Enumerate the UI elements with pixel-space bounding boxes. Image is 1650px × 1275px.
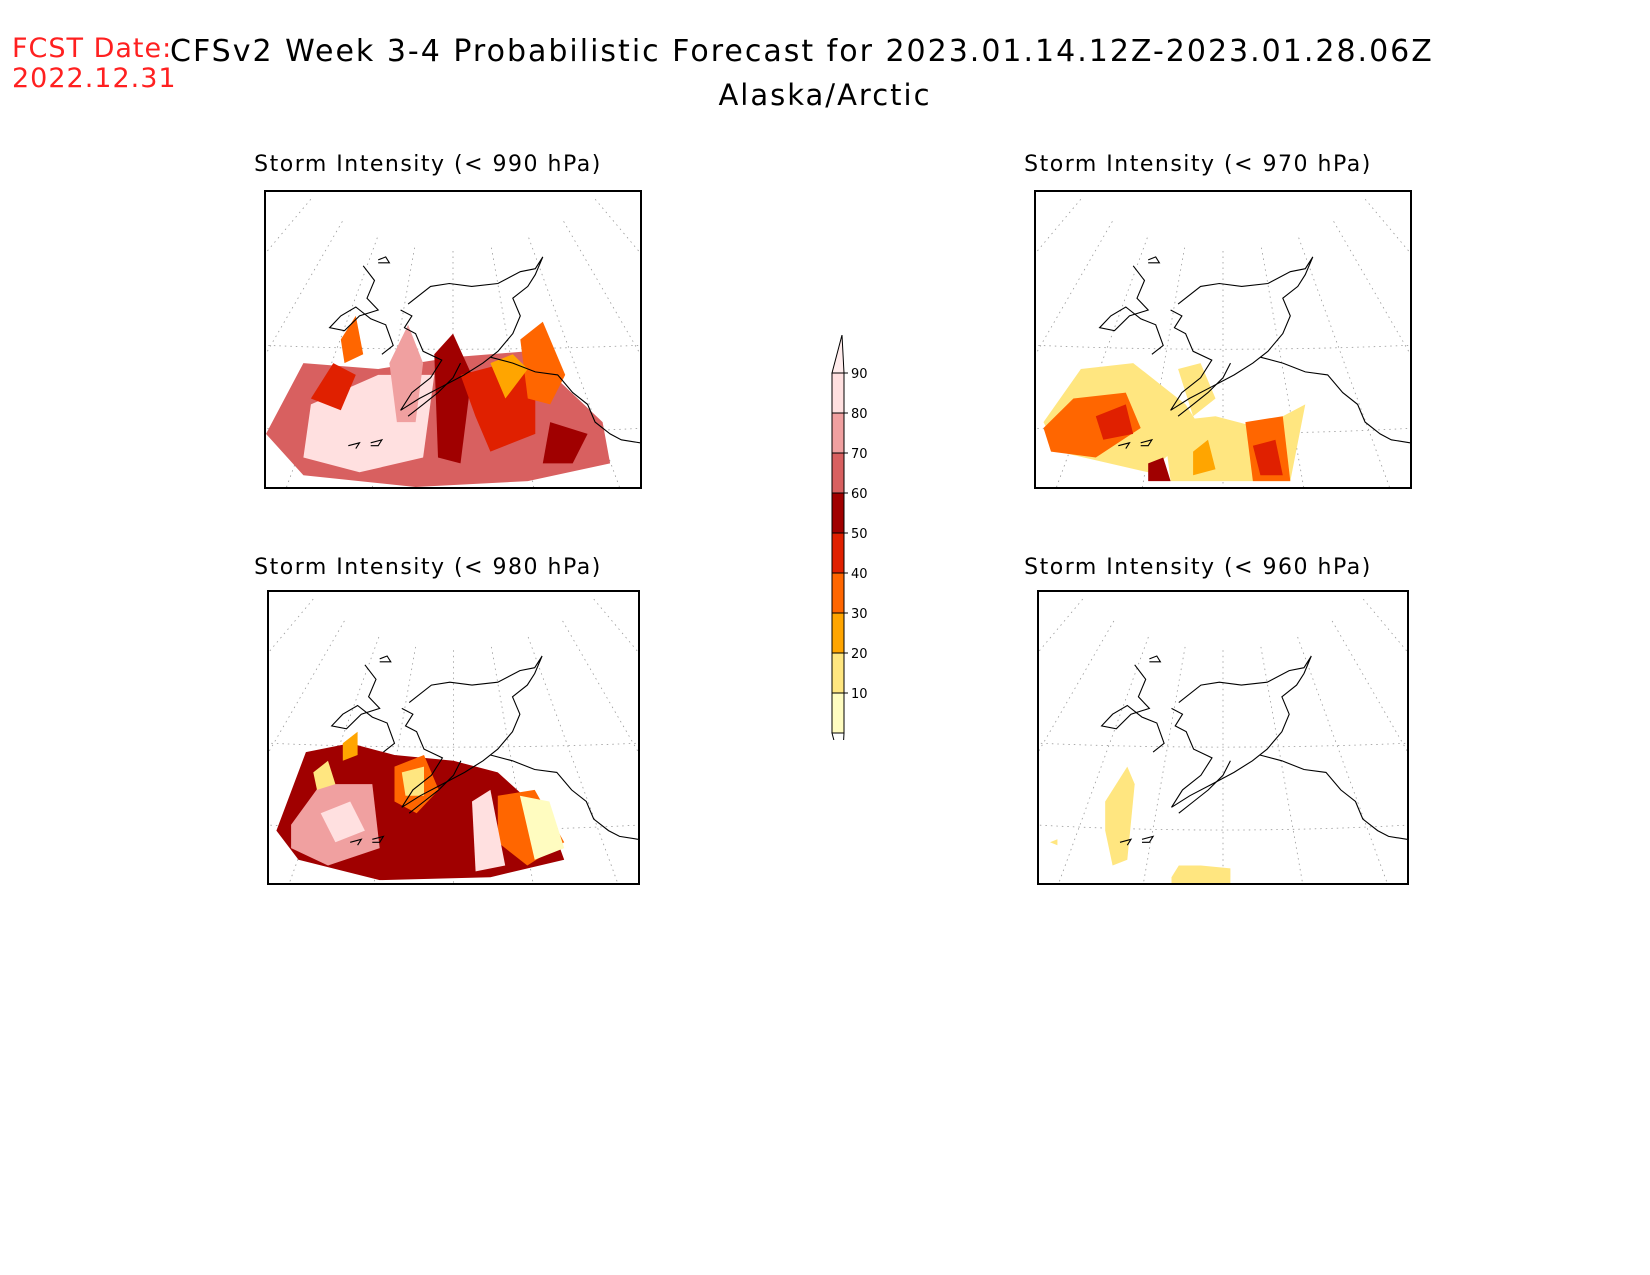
probability-contour bbox=[389, 324, 424, 423]
panel-title-990: Storm Intensity (< 990 hPa) bbox=[254, 152, 602, 177]
colorbar-tick-label: 90 bbox=[851, 367, 868, 382]
colorbar-swatch bbox=[832, 373, 844, 413]
probability-contour bbox=[401, 766, 424, 796]
graticule bbox=[1039, 598, 1407, 883]
colorbar-swatch bbox=[832, 533, 844, 573]
coastline bbox=[328, 256, 640, 449]
coastline bbox=[330, 655, 638, 846]
colorbar: 10 20 30 40 50 60 70 80 90 bbox=[822, 334, 902, 772]
probability-contour bbox=[519, 795, 565, 860]
probability-contour bbox=[520, 321, 566, 405]
probability-contour bbox=[1252, 439, 1283, 476]
map-panel-980 bbox=[267, 590, 640, 885]
colorbar-tick-label: 50 bbox=[851, 527, 868, 542]
probability-fill bbox=[1043, 363, 1306, 482]
colorbar-swatch bbox=[832, 693, 844, 733]
colorbar-top-cap bbox=[831, 334, 845, 374]
coastline bbox=[1098, 256, 1410, 449]
probability-contour bbox=[472, 789, 506, 872]
colorbar-swatch bbox=[832, 653, 844, 693]
probability-contour bbox=[434, 333, 472, 464]
forecast-date-block: FCST Date: 2022.12.31 bbox=[12, 34, 177, 94]
colorbar-tick-label: 40 bbox=[851, 567, 868, 582]
map-panel-960 bbox=[1037, 590, 1409, 885]
colorbar-tick-label: 20 bbox=[851, 647, 868, 662]
probability-contour bbox=[313, 760, 336, 790]
colorbar-tick-label: 10 bbox=[851, 687, 868, 702]
graticule bbox=[269, 598, 638, 883]
colorbar-tick-label: 60 bbox=[851, 487, 868, 502]
probability-contour bbox=[542, 422, 588, 464]
probability-contour bbox=[310, 363, 356, 411]
colorbar-swatch bbox=[832, 613, 844, 653]
page-title: CFSv2 Week 3-4 Probabilistic Forecast fo… bbox=[170, 34, 1434, 69]
colorbar-tick-label: 70 bbox=[851, 447, 868, 462]
colorbar-tick-label: 80 bbox=[851, 407, 868, 422]
probability-contour bbox=[1148, 457, 1171, 482]
probability-contour bbox=[460, 363, 536, 452]
probability-contour bbox=[320, 801, 365, 843]
probability-contour bbox=[342, 731, 358, 761]
colorbar-swatch bbox=[832, 493, 844, 533]
coastline bbox=[1100, 655, 1407, 846]
probability-contour bbox=[1050, 839, 1058, 846]
probability-contour bbox=[1105, 766, 1135, 866]
probability-contour bbox=[1095, 404, 1134, 440]
fcst-label: FCST Date: bbox=[12, 33, 173, 64]
fcst-date: 2022.12.31 bbox=[12, 63, 177, 94]
colorbar-swatch bbox=[832, 453, 844, 493]
probability-fill bbox=[266, 315, 611, 487]
panel-title-960: Storm Intensity (< 960 hPa) bbox=[1024, 555, 1372, 580]
colorbar-swatch bbox=[832, 413, 844, 453]
map-panel-970 bbox=[1034, 190, 1412, 489]
colorbar-swatch bbox=[832, 573, 844, 613]
probability-contour bbox=[1193, 439, 1216, 476]
probability-fill bbox=[1050, 766, 1231, 883]
probability-contour bbox=[340, 315, 364, 364]
probability-contour bbox=[1178, 363, 1216, 417]
map-panel-990 bbox=[264, 190, 642, 489]
colorbar-tick-label: 30 bbox=[851, 607, 868, 622]
panel-title-980: Storm Intensity (< 980 hPa) bbox=[254, 555, 602, 580]
colorbar-bottom-cap bbox=[831, 732, 845, 772]
panel-title-970: Storm Intensity (< 970 hPa) bbox=[1024, 152, 1372, 177]
probability-contour bbox=[1171, 865, 1231, 883]
probability-fill bbox=[276, 731, 565, 881]
region-subtitle: Alaska/Arctic bbox=[718, 78, 932, 112]
